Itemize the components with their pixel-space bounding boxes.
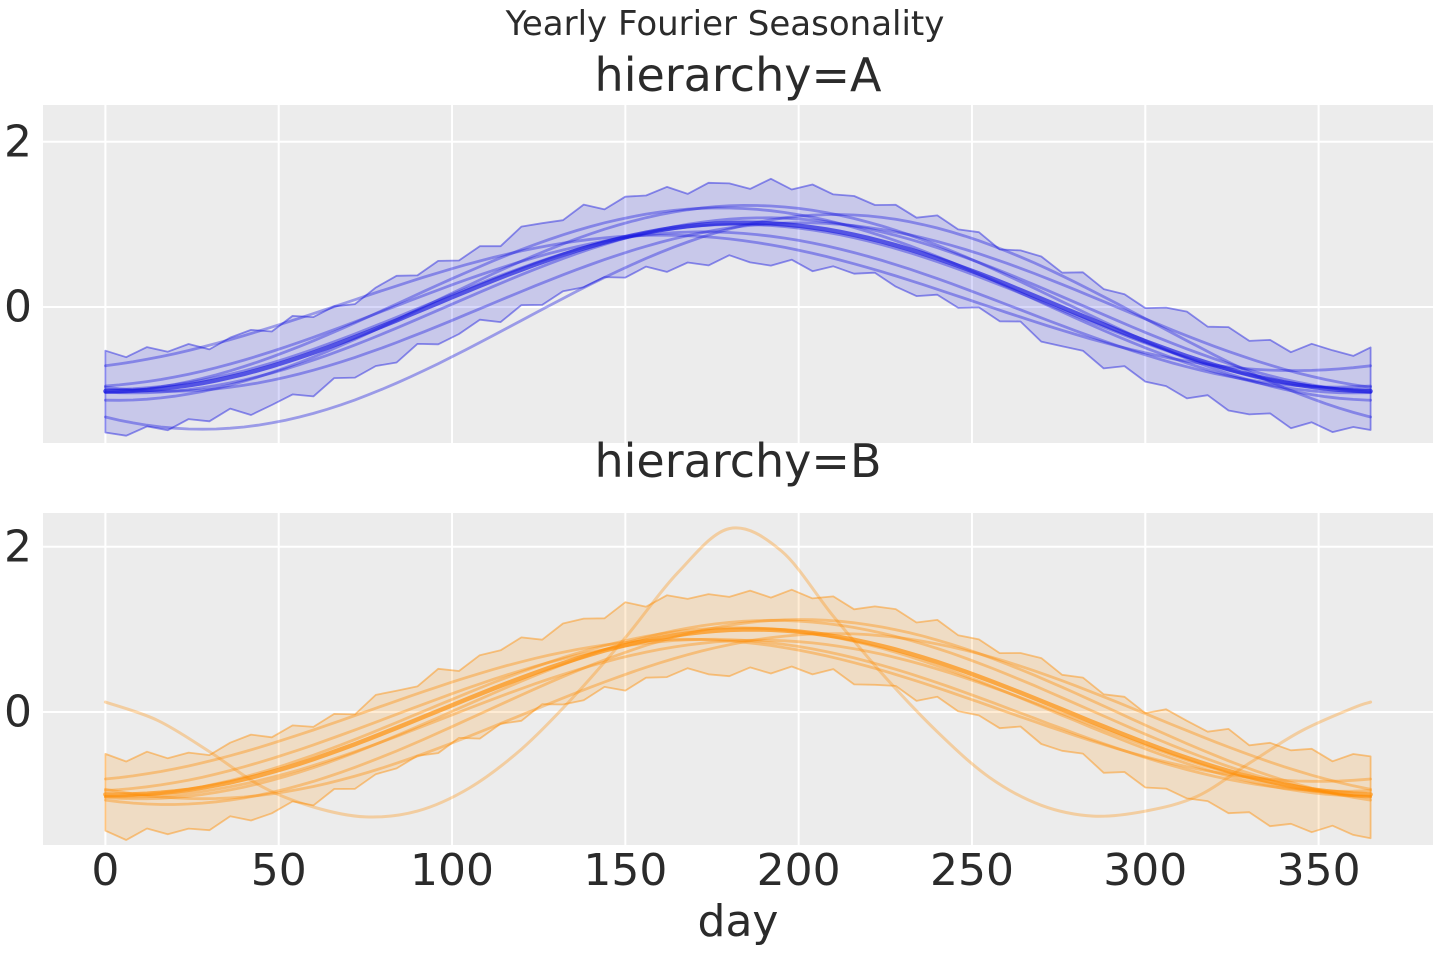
y-tick-label: 2 — [4, 521, 32, 572]
mean-curve-B — [103, 627, 1373, 797]
y-tick-label: 0 — [4, 687, 32, 738]
member-curve-B — [104, 618, 1372, 806]
panel-A-background — [43, 105, 1433, 443]
member-curve-A — [104, 221, 1372, 393]
member-curve-A — [104, 206, 1372, 395]
member-curve-B — [104, 637, 1372, 783]
panel-b-title: hierarchy=B — [594, 434, 882, 488]
x-tick-label: 0 — [91, 845, 119, 896]
x-tick-label: 250 — [930, 845, 1014, 896]
figure-suptitle: Yearly Fourier Seasonality — [505, 4, 945, 44]
y-tick-label: 2 — [4, 116, 32, 167]
outlier-curve-B — [103, 526, 1373, 819]
member-curve-B — [104, 618, 1372, 801]
y-tick-label: 0 — [4, 282, 32, 333]
mean-curve-A — [103, 220, 1373, 394]
member-curve-A — [104, 233, 1372, 373]
member-curve-A — [104, 213, 1372, 431]
x-tick-label: 50 — [251, 845, 307, 896]
member-curve-B — [104, 632, 1372, 801]
x-tick-label: 350 — [1277, 845, 1361, 896]
confidence-band-A — [104, 177, 1372, 437]
panel-B-background — [43, 513, 1433, 845]
member-curve-A — [104, 216, 1372, 395]
x-axis-label: day — [697, 896, 779, 947]
x-tick-label: 100 — [410, 845, 494, 896]
panel-a-title: hierarchy=A — [594, 48, 882, 102]
x-tick-label: 150 — [583, 845, 667, 896]
x-tick-label: 200 — [757, 845, 841, 896]
confidence-band-B — [104, 588, 1372, 841]
member-curve-A — [104, 230, 1372, 389]
x-tick-label: 300 — [1103, 845, 1187, 896]
member-curve-B — [104, 637, 1372, 793]
